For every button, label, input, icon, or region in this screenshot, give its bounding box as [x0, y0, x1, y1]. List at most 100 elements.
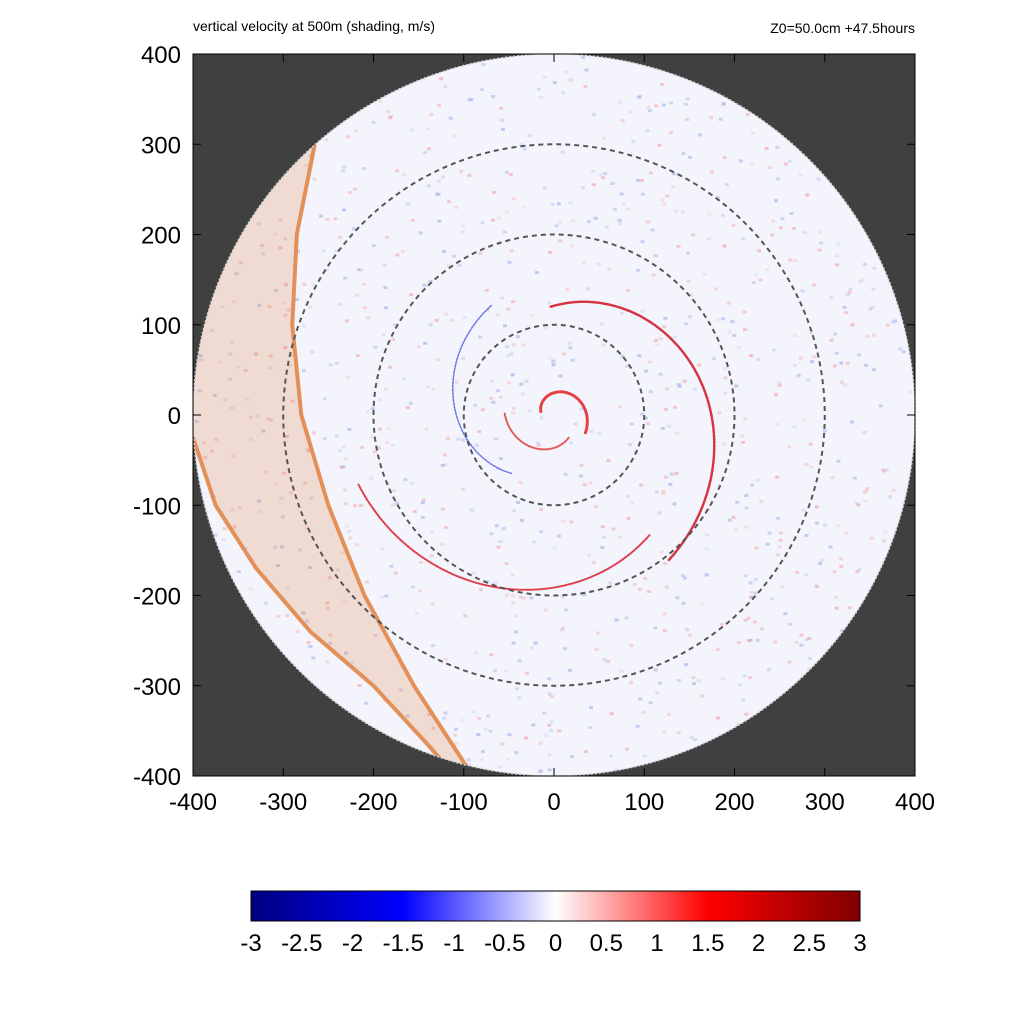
field-pixel [744, 712, 749, 716]
field-pixel [538, 741, 543, 745]
field-pixel [274, 289, 279, 293]
field-pixel [305, 447, 310, 451]
field-pixel [228, 377, 232, 381]
field-pixel [551, 359, 556, 363]
field-pixel [804, 573, 809, 577]
field-pixel [282, 471, 287, 475]
field-pixel [863, 363, 868, 367]
field-pixel [863, 262, 868, 266]
field-pixel [697, 133, 702, 137]
field-pixel [443, 85, 448, 89]
field-pixel [256, 222, 261, 226]
field-pixel [676, 383, 681, 386]
field-pixel [847, 606, 852, 610]
field-pixel [618, 222, 622, 226]
y-tick-label: -400 [133, 764, 181, 791]
field-pixel [285, 586, 290, 590]
field-pixel [362, 167, 367, 171]
field-pixel [223, 398, 228, 402]
field-pixel [770, 597, 775, 601]
field-pixel [347, 190, 352, 194]
field-pixel [443, 312, 448, 316]
field-pixel [648, 701, 653, 705]
field-pixel [685, 628, 689, 631]
field-pixel [665, 194, 670, 198]
field-pixel [568, 201, 573, 205]
field-pixel [342, 208, 346, 212]
field-pixel [496, 216, 501, 220]
field-pixel [654, 338, 658, 342]
field-pixel [667, 712, 671, 716]
field-pixel [440, 463, 445, 467]
field-pixel [552, 546, 557, 550]
field-pixel [661, 491, 666, 495]
field-pixel [501, 527, 506, 531]
field-pixel [529, 596, 534, 600]
field-pixel [497, 765, 502, 769]
field-pixel [496, 545, 501, 549]
field-pixel [302, 282, 307, 286]
field-pixel [767, 668, 771, 672]
field-pixel [840, 380, 844, 384]
field-pixel [651, 273, 656, 277]
field-pixel [617, 218, 622, 222]
colorbar-tick-label: -2.5 [281, 930, 322, 957]
field-pixel [793, 364, 797, 367]
field-pixel [536, 444, 541, 447]
field-pixel [884, 468, 889, 472]
field-pixel [486, 714, 490, 718]
field-pixel [558, 374, 563, 378]
field-pixel [398, 688, 403, 692]
field-pixel [847, 290, 852, 294]
field-pixel [849, 420, 854, 424]
field-pixel [715, 648, 720, 652]
field-pixel [777, 383, 782, 387]
field-pixel [311, 283, 316, 287]
field-pixel [680, 574, 685, 578]
field-pixel [658, 372, 663, 376]
field-pixel [529, 646, 534, 650]
field-pixel [343, 457, 348, 461]
field-pixel [647, 590, 652, 593]
field-pixel [787, 159, 792, 163]
field-pixel [620, 354, 625, 358]
field-pixel [600, 545, 605, 549]
field-pixel [753, 620, 757, 624]
field-pixel [745, 113, 750, 117]
field-pixel [386, 427, 391, 431]
field-pixel [521, 343, 526, 347]
field-pixel [859, 278, 864, 281]
field-pixel [631, 140, 636, 144]
field-pixel [693, 738, 698, 742]
field-pixel [722, 244, 727, 248]
field-pixel [401, 377, 406, 381]
field-pixel [749, 595, 754, 599]
field-pixel [380, 547, 385, 551]
field-pixel [750, 162, 755, 166]
field-pixel [619, 192, 624, 196]
field-pixel [472, 571, 476, 575]
field-pixel [741, 237, 746, 241]
field-pixel [814, 584, 819, 588]
field-pixel [774, 199, 778, 203]
field-pixel [593, 216, 598, 220]
field-pixel [418, 560, 423, 564]
chart-title: vertical velocity at 500m (shading, m/s) [193, 18, 435, 34]
field-pixel [390, 503, 395, 507]
field-pixel [581, 186, 585, 190]
field-pixel [755, 478, 760, 482]
field-pixel [311, 656, 316, 660]
field-pixel [646, 105, 651, 109]
field-pixel [443, 526, 448, 529]
field-pixel [755, 638, 760, 642]
field-pixel [507, 733, 512, 737]
field-pixel [707, 212, 712, 216]
field-pixel [753, 591, 758, 595]
field-pixel [775, 475, 780, 479]
field-pixel [288, 364, 293, 368]
field-pixel [506, 381, 511, 385]
field-pixel [833, 332, 838, 336]
field-pixel [350, 661, 355, 665]
field-pixel [787, 445, 792, 449]
field-pixel [637, 354, 642, 358]
